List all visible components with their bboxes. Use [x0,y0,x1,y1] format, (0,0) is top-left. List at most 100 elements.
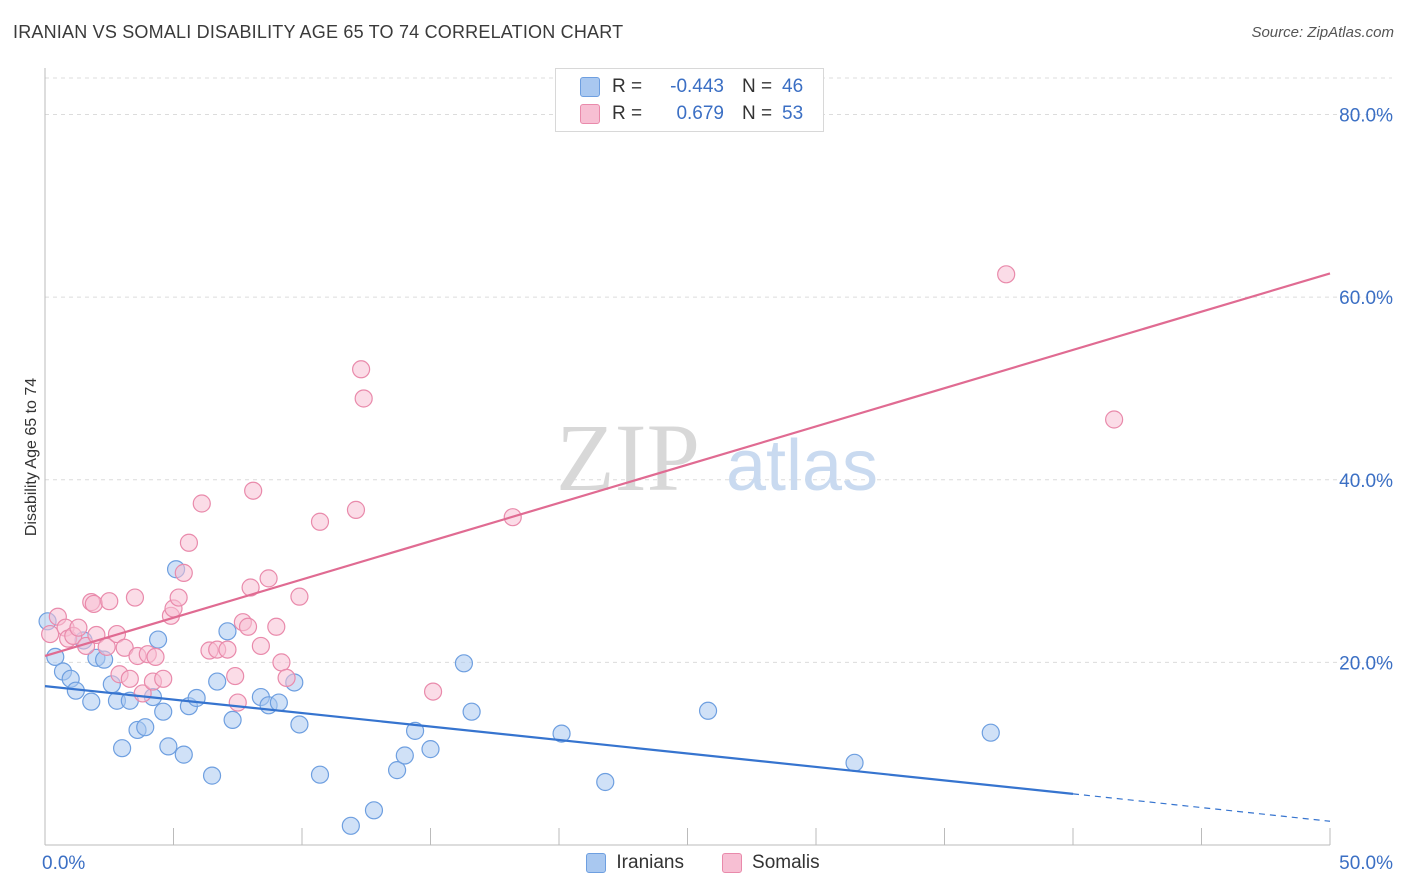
trend-lines [44,272,1331,822]
correlation-legend: R = -0.443 N = 46 R = 0.679 N = 53 [555,68,824,132]
legend-swatch-somalis [580,104,600,124]
point-somalis [218,640,237,659]
r-value: 0.679 [676,103,724,124]
point-somalis [125,588,145,607]
legend-swatch-somalis [722,853,743,873]
point-somalis [228,693,247,712]
point-iranians [341,816,360,835]
point-iranians [454,654,474,673]
legend-row-iranians: R = -0.443 N = 46 [580,75,803,99]
point-iranians [174,745,193,764]
point-iranians [364,801,384,820]
point-somalis [267,617,286,636]
legend-row-somalis: R = 0.679 N = 53 [580,102,803,126]
point-iranians [223,710,242,730]
legend-item-somalis[interactable]: Somalis [722,852,820,874]
point-iranians [310,765,330,784]
point-iranians [981,723,1000,742]
n-value: 46 [782,76,804,97]
point-iranians [698,701,718,720]
y-tick-label: 80.0% [1339,106,1393,127]
point-somalis [169,588,188,607]
r-label: R = [612,76,643,97]
source-label: Source: ZipAtlas.com [1251,24,1394,41]
legend-label-iranians: Iranians [616,852,685,873]
watermark-atlas: atlas [726,426,878,506]
point-somalis [310,512,330,531]
point-somalis [154,669,173,688]
point-somalis [354,389,373,408]
point-somalis [241,578,260,597]
point-somalis [259,569,278,588]
point-somalis [192,494,211,513]
chart-title: IRANIAN VS SOMALI DISABILITY AGE 65 TO 7… [13,22,624,42]
point-iranians [136,718,155,737]
x-tick-label: 0.0% [42,853,85,874]
y-tick-label: 20.0% [1339,653,1393,674]
tick-labels: 20.0% 40.0% 60.0% 80.0% 0.0% 50.0% [42,106,1393,874]
point-somalis [84,594,103,614]
point-iranians [552,724,571,743]
point-somalis [290,587,309,606]
point-somalis [41,624,60,644]
point-iranians [159,737,178,756]
trend-line-iranians-extension [1072,793,1331,822]
point-iranians [395,746,414,765]
point-iranians [82,692,101,711]
point-somalis [997,265,1016,284]
r-label: R = [612,103,643,124]
point-somalis [272,653,291,672]
point-iranians [845,753,864,772]
axes [44,68,1331,846]
point-somalis [346,500,366,519]
legend-label-somalis: Somalis [752,852,820,873]
point-iranians [290,715,309,734]
n-label: N = [742,76,773,97]
legend-swatch-iranians [586,853,607,873]
point-iranians [202,766,222,785]
point-somalis [423,682,443,701]
r-value: -0.443 [670,76,724,97]
y-tick-label: 60.0% [1339,288,1393,309]
legend-item-iranians[interactable]: Iranians [586,852,684,874]
n-value: 53 [782,103,804,124]
point-somalis [146,647,165,667]
point-iranians [596,772,615,792]
point-iranians [387,761,407,780]
n-label: N = [742,103,773,124]
y-tick-label: 40.0% [1339,471,1393,492]
point-iranians [154,702,173,721]
point-somalis [179,533,199,552]
point-iranians [218,622,237,641]
point-somalis [115,638,134,657]
point-iranians [208,672,227,691]
point-somalis [174,563,193,582]
x-tick-label: 50.0% [1339,853,1393,874]
point-iranians [269,693,288,712]
point-iranians [187,688,206,708]
point-somalis [277,668,296,688]
legend-swatch-iranians [580,77,600,97]
gridlines [45,77,1392,663]
trend-line-somalis [44,272,1331,658]
point-iranians [405,721,425,740]
point-iranians [112,739,132,758]
point-somalis [238,617,258,636]
point-somalis [352,360,371,379]
point-somalis [120,669,139,688]
point-somalis [244,481,263,500]
watermark: ZIP atlas [556,404,878,511]
data-points [38,265,1124,835]
trend-line-iranians [44,685,1074,795]
watermark-zip: ZIP [556,404,700,511]
point-somalis [1105,410,1124,429]
point-iranians [462,702,481,721]
point-iranians [148,630,168,649]
point-somalis [251,636,270,656]
point-iranians [421,740,440,759]
point-somalis [226,666,245,686]
point-somalis [100,592,119,611]
point-somalis [69,618,88,637]
series-legend: Iranians Somalis [0,852,1406,874]
